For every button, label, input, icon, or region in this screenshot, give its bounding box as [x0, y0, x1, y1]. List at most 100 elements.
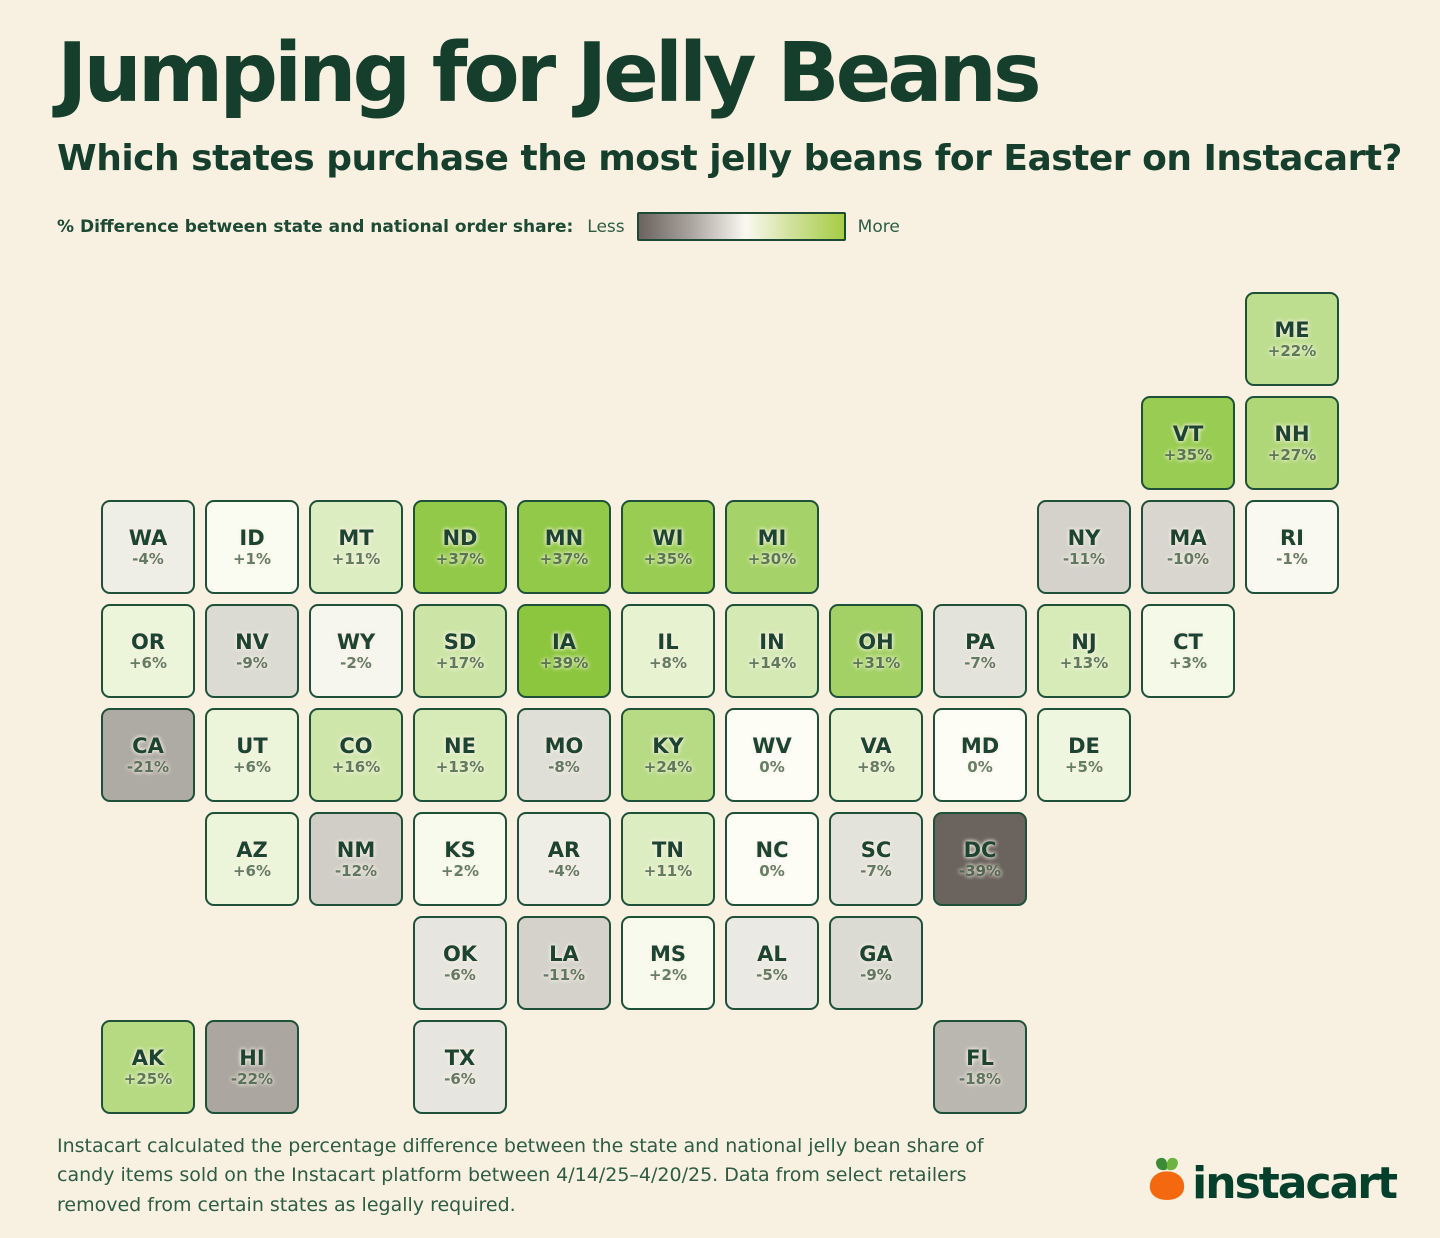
state-value-label: +13%	[1059, 654, 1109, 673]
state-value-label: -1%	[1276, 550, 1308, 569]
state-value-label: -8%	[548, 758, 580, 777]
state-abbr-label: NE	[444, 733, 476, 758]
instacart-wordmark: instacart	[1192, 1158, 1398, 1209]
instacart-logo: instacart	[1146, 1156, 1398, 1209]
state-abbr-label: MI	[757, 525, 787, 550]
state-value-label: -4%	[132, 550, 164, 569]
state-abbr-label: NY	[1067, 525, 1101, 550]
footer-note-line: removed from certain states as legally r…	[57, 1193, 516, 1216]
state-abbr-label: DE	[1068, 733, 1100, 758]
state-abbr-label: MS	[649, 941, 687, 966]
state-abbr-label: MO	[544, 733, 584, 758]
state-tile-ga: GA -9%	[829, 916, 923, 1010]
state-abbr-label: ND	[442, 525, 478, 550]
state-tile-or: OR +6%	[101, 604, 195, 698]
state-value-label: +25%	[123, 1070, 173, 1089]
state-abbr-label: HI	[239, 1045, 265, 1070]
state-tile-ct: CT +3%	[1141, 604, 1235, 698]
state-value-label: +16%	[331, 758, 381, 777]
state-tile-mi: MI +30%	[725, 500, 819, 594]
state-tile-dc: DC -39%	[933, 812, 1027, 906]
state-value-label: +8%	[648, 654, 688, 673]
state-abbr-label: KY	[652, 733, 684, 758]
footer-note-line: Instacart calculated the percentage diff…	[57, 1135, 984, 1157]
state-value-label: -2%	[340, 654, 372, 673]
state-tile-az: AZ +6%	[205, 812, 299, 906]
color-scale-legend: % Difference between state and national …	[57, 212, 900, 241]
state-abbr-label: UT	[236, 733, 268, 758]
state-tile-ar: AR -4%	[517, 812, 611, 906]
state-abbr-label: ID	[239, 525, 265, 550]
state-tile-ne: NE +13%	[413, 708, 507, 802]
state-abbr-label: LA	[549, 941, 579, 966]
state-value-label: +14%	[747, 654, 797, 673]
state-tile-vt: VT +35%	[1141, 396, 1235, 490]
state-tile-ky: KY +24%	[621, 708, 715, 802]
state-value-label: -9%	[860, 966, 892, 985]
state-tile-nv: NV -9%	[205, 604, 299, 698]
state-abbr-label: SC	[860, 837, 892, 862]
state-value-label: +6%	[128, 654, 168, 673]
state-abbr-label: AZ	[236, 837, 268, 862]
state-value-label: 0%	[967, 758, 993, 777]
state-tile-ut: UT +6%	[205, 708, 299, 802]
state-abbr-label: NM	[336, 837, 376, 862]
state-tile-ma: MA -10%	[1141, 500, 1235, 594]
footer-note: Instacart calculated the percentage diff…	[57, 1132, 984, 1220]
state-value-label: -7%	[860, 862, 892, 881]
state-abbr-label: CT	[1173, 629, 1203, 654]
state-tile-sc: SC -7%	[829, 812, 923, 906]
state-abbr-label: AK	[131, 1045, 165, 1070]
state-abbr-label: AL	[757, 941, 787, 966]
state-value-label: +5%	[1064, 758, 1104, 777]
state-tile-wy: WY -2%	[309, 604, 403, 698]
state-value-label: +37%	[539, 550, 589, 569]
state-abbr-label: PA	[965, 629, 995, 654]
state-abbr-label: MN	[544, 525, 584, 550]
state-value-label: 0%	[759, 862, 785, 881]
carrot-icon	[1146, 1156, 1188, 1206]
state-tile-hi: HI -22%	[205, 1020, 299, 1114]
state-value-label: +31%	[851, 654, 901, 673]
state-value-label: +35%	[1163, 446, 1213, 465]
state-abbr-label: ME	[1274, 317, 1310, 342]
state-abbr-label: WA	[128, 525, 168, 550]
state-tile-ok: OK -6%	[413, 916, 507, 1010]
state-abbr-label: TX	[444, 1045, 476, 1070]
state-abbr-label: OH	[858, 629, 894, 654]
state-abbr-label: IN	[759, 629, 785, 654]
state-value-label: +6%	[232, 862, 272, 881]
state-abbr-label: MA	[1169, 525, 1207, 550]
state-abbr-label: CA	[132, 733, 164, 758]
page-subtitle: Which states purchase the most jelly bea…	[57, 138, 1402, 179]
state-value-label: +39%	[539, 654, 589, 673]
state-value-label: -11%	[1062, 550, 1106, 569]
state-value-label: -7%	[964, 654, 996, 673]
state-tile-ia: IA +39%	[517, 604, 611, 698]
state-abbr-label: WY	[336, 629, 376, 654]
state-abbr-label: SD	[443, 629, 477, 654]
state-abbr-label: NV	[235, 629, 269, 654]
state-tile-la: LA -11%	[517, 916, 611, 1010]
state-tile-tn: TN +11%	[621, 812, 715, 906]
state-value-label: -9%	[236, 654, 268, 673]
state-value-label: -39%	[958, 862, 1002, 881]
state-tile-me: ME +22%	[1245, 292, 1339, 386]
state-tile-co: CO +16%	[309, 708, 403, 802]
state-tile-nh: NH +27%	[1245, 396, 1339, 490]
state-value-label: +6%	[232, 758, 272, 777]
state-tile-nj: NJ +13%	[1037, 604, 1131, 698]
state-abbr-label: VA	[860, 733, 892, 758]
state-value-label: -6%	[444, 966, 476, 985]
state-value-label: -6%	[444, 1070, 476, 1089]
state-abbr-label: TN	[652, 837, 684, 862]
us-choropleth-map: WA -4% ID +1% MT +11% ND +37% MN +37% WI +35% MI +30%…	[101, 292, 1339, 1114]
state-tile-ri: RI -1%	[1245, 500, 1339, 594]
state-tile-ny: NY -11%	[1037, 500, 1131, 594]
state-value-label: +3%	[1168, 654, 1208, 673]
state-value-label: -10%	[1166, 550, 1210, 569]
state-tile-nd: ND +37%	[413, 500, 507, 594]
legend-less-label: Less	[587, 216, 625, 237]
footer-note-line: candy items sold on the Instacart platfo…	[57, 1164, 967, 1187]
